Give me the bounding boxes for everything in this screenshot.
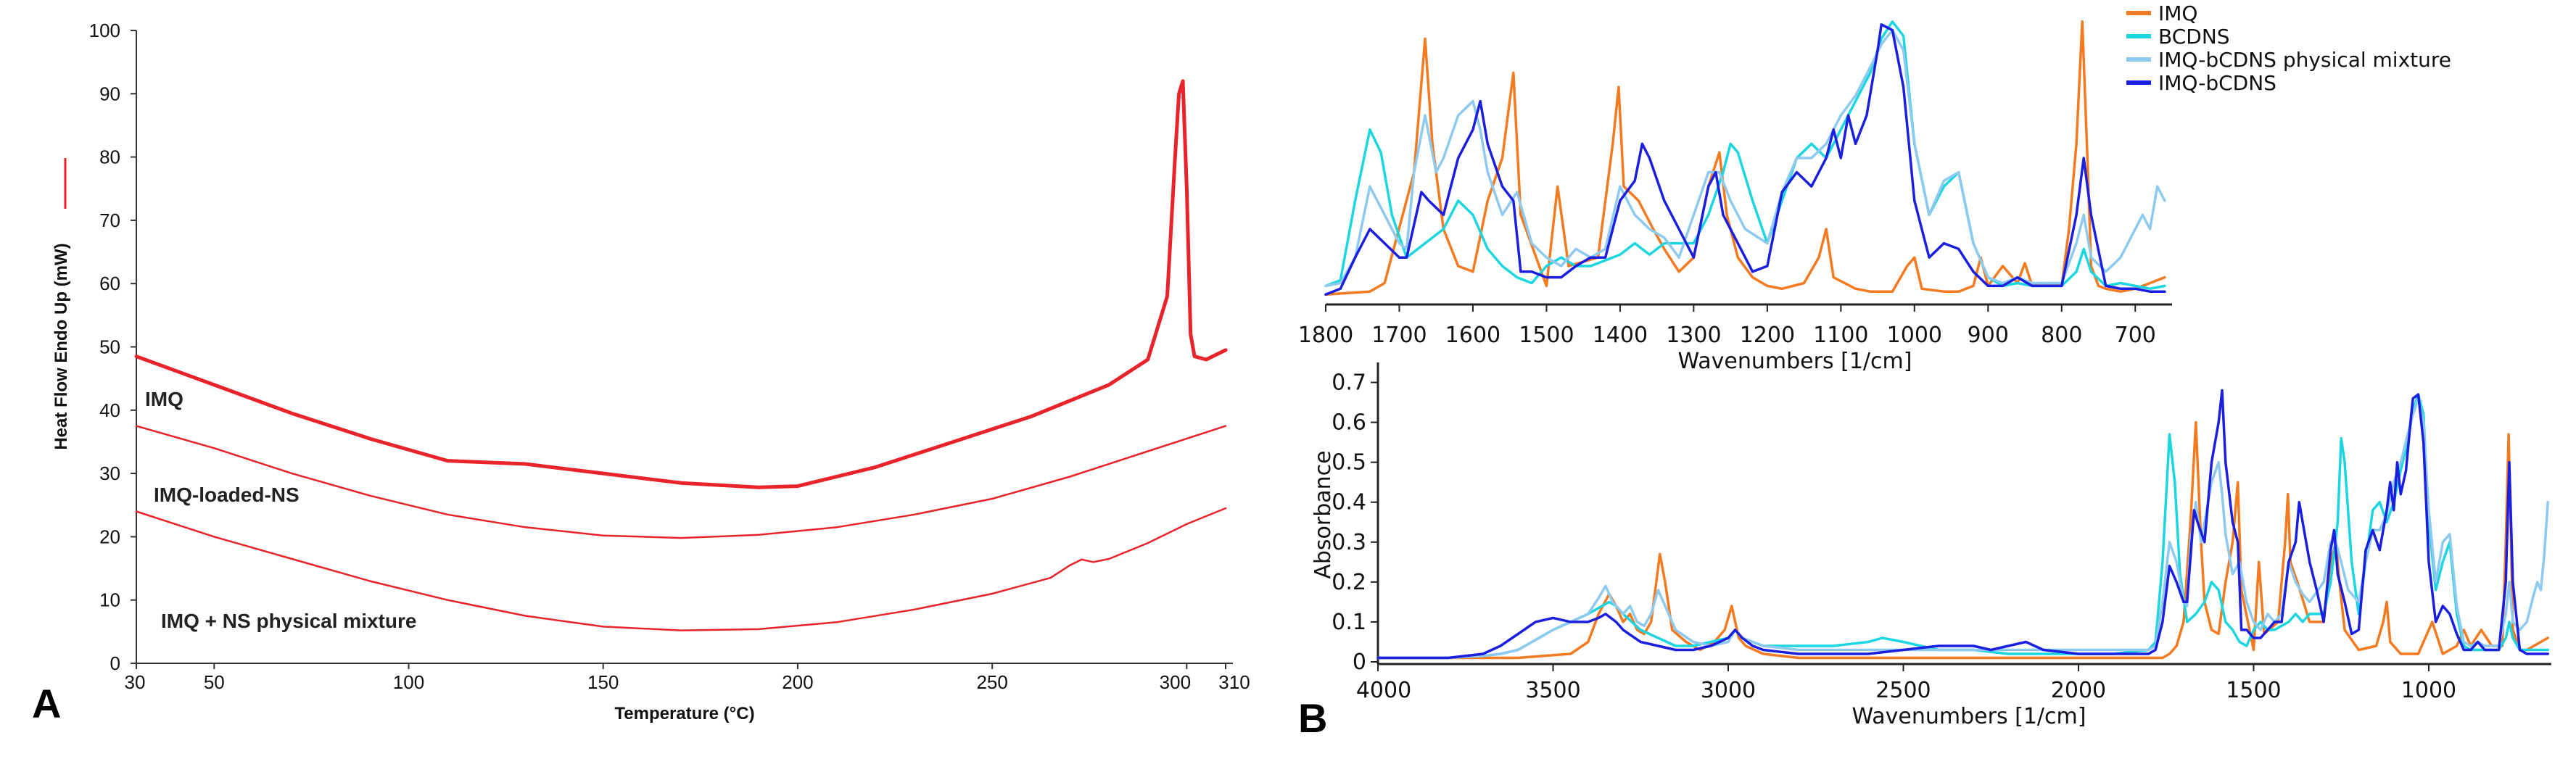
panel-b-ylabel: Absorbance	[1310, 450, 1336, 578]
panel-b-inset-chart: 1800 1700 1600 1500 1400 1300 1200 1100 1000 900 8…	[1298, 20, 2172, 374]
panel-b-xtick-label-4000: 4000	[1356, 678, 1411, 703]
panel-b-ytick-label-0.5: 0.5	[1332, 450, 1366, 476]
panel-b-inset-x-ticks: 1800 1700 1600 1500 1400 1300 1200 1100 1000 900 8…	[1298, 304, 2156, 348]
panel-b-ytick-label-0.4: 0.4	[1332, 490, 1366, 515]
panel-b-xtick-label-1000: 1000	[2401, 678, 2456, 703]
panel-a-ytick-label-50: 50	[99, 336, 120, 358]
panel-b-ytick-label-0.1: 0.1	[1332, 610, 1366, 635]
panel-a-xtick-label-100: 100	[393, 671, 424, 693]
panel-b-inset-xtick-label-1500: 1500	[1519, 323, 1574, 348]
panel-b-inset-series-imq	[1324, 20, 2166, 296]
panel-b-inset-xtick-label-800: 800	[2041, 323, 2082, 348]
panel-a-y-ticks: 0 10 20 30 40 50 60 70 80 90 100	[89, 20, 136, 674]
panel-a-ytick-label-60: 60	[99, 273, 120, 294]
panel-b-ytick-label-0.7: 0.7	[1332, 370, 1366, 396]
legend-label-imq: IMQ	[2158, 1, 2197, 25]
panel-b-xtick-label-3000: 3000	[1701, 678, 1756, 703]
panel-a-xtick-label-150: 150	[587, 671, 619, 693]
panel-b-ytick-label-0: 0	[1353, 650, 1366, 675]
panel-b-xtick-label-1500: 1500	[2226, 678, 2281, 703]
panel-b-inset-xtick-label-1400: 1400	[1593, 323, 1648, 348]
panel-b-inset-xtick-label-1100: 1100	[1813, 323, 1868, 348]
panel-b-ytick-label-0.2: 0.2	[1332, 570, 1366, 595]
panel-a-xtick-label-200: 200	[782, 671, 813, 693]
panel-a-ytick-label-40: 40	[99, 399, 120, 421]
panel-a-series-imq-ns-physical-mixture	[135, 507, 1227, 631]
panel-b-ftir-chart: 0 0.1 0.2 0.3 0.4 0.5 0.6 0.7 4000 3500 3000 2500 2…	[1298, 1, 2551, 741]
panel-a-ytick-label-30: 30	[99, 463, 120, 484]
panel-a-ytick-label-100: 100	[89, 20, 120, 41]
panel-a-ytick-label-80: 80	[99, 146, 120, 168]
panel-a-ytick-label-70: 70	[99, 210, 120, 231]
legend-item-imq: IMQ	[2126, 1, 2197, 25]
panel-b-legend: IMQ BCDNS IMQ-bCDNS physical mixture IMQ…	[2126, 1, 2451, 95]
panel-b-series-imq-bcdns-physical-mixture	[1376, 397, 2549, 660]
annotation-imq-ns-physical-mixture: IMQ + NS physical mixture	[161, 610, 416, 632]
panel-a-series-imq-loaded-ns	[135, 425, 1227, 539]
panel-label-b: B	[1298, 695, 1327, 741]
panel-b-inset-xlabel: Wavenumbers [1/cm]	[1678, 349, 1912, 374]
panel-b-inset-xtick-label-1800: 1800	[1298, 323, 1353, 348]
panel-a-xtick-label-250: 250	[976, 671, 1007, 693]
panel-b-ytick-label-0.6: 0.6	[1332, 410, 1366, 436]
legend-label-physical-mixture: IMQ-bCDNS physical mixture	[2158, 48, 2451, 72]
panel-a-xtick-label-50: 50	[204, 671, 225, 693]
annotation-imq-loaded-ns: IMQ-loaded-NS	[154, 484, 300, 506]
panel-b-x-ticks: 4000 3500 3000 2500 2000 1500 1000	[1356, 664, 2456, 703]
panel-a-ylabel: Heat Flow Endo Up (mW)	[51, 243, 71, 449]
panel-a-ytick-label-90: 90	[99, 83, 120, 104]
panel-label-a: A	[32, 681, 61, 726]
panel-b-inset-series-imq-bcdns	[1324, 23, 2166, 296]
legend-item-physical-mixture: IMQ-bCDNS physical mixture	[2126, 48, 2451, 72]
panel-b-series	[1376, 389, 2549, 660]
panel-b-xtick-label-3500: 3500	[1525, 678, 1580, 703]
panel-a-series-imq	[134, 79, 1228, 489]
panel-b-series-imq-bcdns	[1376, 389, 2549, 660]
panel-b-xtick-label-2500: 2500	[1875, 678, 1931, 703]
legend-item-imq-bcdns: IMQ-bCDNS	[2126, 71, 2276, 95]
legend-label-imq-bcdns: IMQ-bCDNS	[2158, 71, 2276, 95]
panel-a-x-ticks: 30 50 100 150 200 250 300 310	[125, 663, 1250, 693]
annotation-imq: IMQ	[145, 388, 183, 410]
panel-b-inset-xtick-label-1200: 1200	[1740, 323, 1795, 348]
legend-item-bcdns: BCDNS	[2126, 25, 2230, 49]
panel-b-inset-xtick-label-1600: 1600	[1445, 323, 1500, 348]
panel-b-ytick-label-0.3: 0.3	[1332, 530, 1366, 555]
panel-a-series	[134, 79, 1228, 631]
panel-b-xlabel: Wavenumbers [1/cm]	[1852, 704, 2086, 729]
panel-b-inset-series-imq-bcdns-physical-mixture	[1324, 28, 2166, 288]
legend-label-bcdns: BCDNS	[2158, 25, 2230, 49]
panel-b-inset-xtick-label-1300: 1300	[1666, 323, 1721, 348]
panel-b-inset-series	[1324, 20, 2166, 296]
panel-b-inset-xtick-label-700: 700	[2115, 323, 2156, 348]
panel-b-xtick-label-2000: 2000	[2051, 678, 2106, 703]
panel-a-xlabel: Temperature (°C)	[614, 704, 754, 723]
panel-b-series-imq	[1376, 420, 2549, 660]
panel-a-xtick-label-310: 310	[1218, 671, 1250, 693]
panel-a-xtick-label-30: 30	[125, 671, 146, 693]
panel-b-y-ticks: 0 0.1 0.2 0.3 0.4 0.5 0.6 0.7	[1332, 370, 1378, 675]
panel-b-inset-xtick-label-1700: 1700	[1371, 323, 1427, 348]
panel-b-inset-xtick-label-900: 900	[1968, 323, 2009, 348]
panel-a-xtick-label-300: 300	[1160, 671, 1191, 693]
panel-a-ytick-label-10: 10	[99, 589, 120, 611]
panel-a-ytick-label-0: 0	[110, 652, 120, 674]
panel-b-inset-xtick-label-1000: 1000	[1887, 323, 1942, 348]
panel-a-ytick-label-20: 20	[99, 526, 120, 547]
